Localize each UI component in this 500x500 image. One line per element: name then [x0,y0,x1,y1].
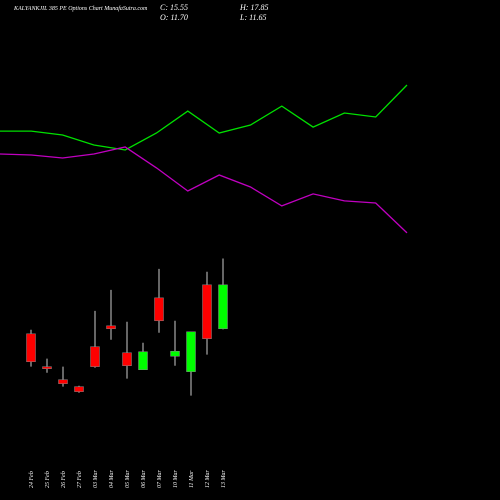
x-tick-label: 26 Feb [61,471,67,488]
candle-body [186,331,196,372]
candle-body [26,333,36,363]
x-tick-label: 06 Mar [141,470,147,488]
x-tick-label: 10 Mar [173,470,179,488]
x-tick-label: 27 Feb [77,471,83,488]
candle-body [90,346,100,367]
candle-body [218,284,228,330]
x-tick-label: 25 Feb [45,471,51,488]
candle-body [138,351,148,370]
x-tick-label: 04 Mar [108,470,115,488]
low-label: L: 11.65 [239,13,267,22]
candle-body [106,325,116,330]
x-tick-label: 24 Feb [28,471,35,488]
line-series [0,146,408,234]
candle-body [170,351,180,357]
close-label: C: 15.55 [160,3,188,12]
line-series [0,84,408,151]
x-tick-label: 13 Mar [221,470,227,488]
candle-body [122,352,132,367]
x-tick-label: 11 Mar [189,470,195,488]
open-label: O: 11.70 [160,13,188,22]
x-tick-label: 05 Mar [125,470,131,488]
x-tick-label: 12 Mar [205,470,211,488]
chart-title: KALYANKJIL 385 PE Options Chart MunafaSu… [13,5,148,12]
candle-body [154,297,164,322]
candle-body [74,386,84,392]
candle-body [202,284,212,339]
high-label: H: 17.85 [239,3,268,12]
candle-body [58,379,68,384]
x-tick-label: 07 Mar [157,470,163,488]
candle-body [42,366,52,369]
x-tick-label: 03 Mar [93,470,99,488]
